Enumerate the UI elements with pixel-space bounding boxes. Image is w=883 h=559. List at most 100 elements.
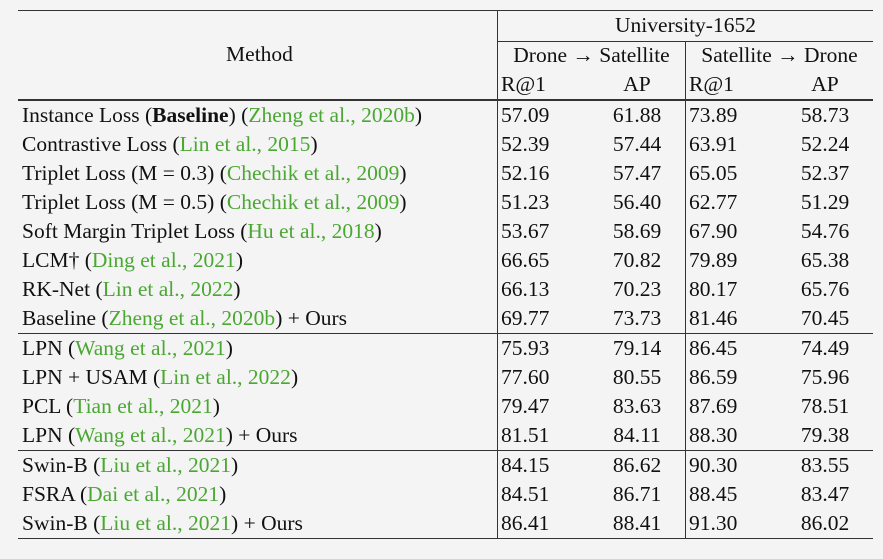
table-row-ours: LPN (Wang et al., 2021) + Ours 81.51 84.…	[18, 421, 873, 451]
value-cell: 80.55	[589, 363, 686, 392]
value-cell: 74.49	[777, 333, 873, 363]
value-cell: 56.40	[589, 188, 686, 217]
method-cell: LPN (Wang et al., 2021) + Ours	[18, 421, 498, 451]
value-cell: 75.96	[800, 364, 850, 389]
value-cell: 86.41	[497, 509, 589, 539]
value-cell: 67.90	[689, 218, 738, 243]
d2s-ap-header: AP	[589, 70, 686, 100]
value-cell: 65.38	[800, 247, 850, 272]
method-cell: FSRA (Dai et al., 2021)	[18, 480, 498, 509]
table-row-ours: Baseline (Zheng et al., 2020b) + Ours 69…	[18, 304, 873, 334]
value-cell: 79.89	[689, 247, 738, 272]
table-row: Triplet Loss (M = 0.3) (Chechik et al., …	[18, 159, 873, 188]
table-row: Triplet Loss (M = 0.5) (Chechik et al., …	[18, 188, 873, 217]
value-cell: 69.77	[501, 305, 550, 330]
citation-link[interactable]: Lin et al., 2022	[160, 364, 291, 389]
method-cell: RK-Net (Lin et al., 2022)	[18, 275, 498, 304]
table-row: LCM† (Ding et al., 2021) 66.65 70.82 79.…	[18, 246, 873, 275]
value-cell: 52.39	[501, 131, 550, 156]
value-cell: 84.15	[497, 450, 589, 480]
value-cell: 80.17	[689, 276, 738, 301]
value-cell: 88.30	[689, 422, 738, 447]
value-cell: 66.13	[501, 276, 550, 301]
d2s-header: Drone → Satellite	[497, 41, 686, 70]
results-table: Method University-1652 Drone → Satellite…	[18, 10, 873, 539]
value-cell: 77.60	[501, 364, 550, 389]
citation-link[interactable]: Liu et al., 2021	[100, 452, 232, 477]
value-cell: 58.69	[589, 217, 686, 246]
value-cell: 70.23	[589, 275, 686, 304]
value-cell: 63.91	[689, 131, 738, 156]
value-cell: 51.23	[501, 189, 550, 214]
value-cell: 62.77	[689, 189, 738, 214]
table-row: Contrastive Loss (Lin et al., 2015) 52.3…	[18, 130, 873, 159]
value-cell: 70.82	[589, 246, 686, 275]
value-cell: 88.41	[589, 509, 686, 539]
value-cell: 86.62	[589, 450, 686, 480]
citation-link[interactable]: Tian et al., 2021	[73, 393, 213, 418]
citation-link[interactable]: Hu et al., 2018	[247, 218, 375, 243]
citation-link[interactable]: Lin et al., 2015	[179, 131, 311, 156]
value-cell: 79.14	[589, 333, 686, 363]
method-cell: Swin-B (Liu et al., 2021) + Ours	[18, 509, 498, 539]
citation-link[interactable]: Dai et al., 2021	[87, 481, 220, 506]
method-cell: LPN + USAM (Lin et al., 2022)	[18, 363, 498, 392]
value-cell: 61.88	[589, 99, 686, 130]
method-cell: Triplet Loss (M = 0.3) (Chechik et al., …	[18, 159, 498, 188]
d2s-r1-header: R@1	[501, 71, 546, 96]
table-row: Soft Margin Triplet Loss (Hu et al., 201…	[18, 217, 873, 246]
value-cell: 88.45	[689, 481, 738, 506]
value-cell: 75.93	[497, 333, 589, 363]
table-row: Swin-B (Liu et al., 2021) 84.15 86.62 90…	[18, 450, 873, 480]
value-cell: 90.30	[685, 450, 777, 480]
citation-link[interactable]: Zheng et al., 2020b	[108, 305, 276, 330]
value-cell: 51.29	[800, 189, 850, 214]
method-cell: Instance Loss (Baseline) (Zheng et al., …	[18, 99, 498, 130]
value-cell: 83.47	[800, 481, 850, 506]
value-cell: 52.16	[501, 160, 550, 185]
value-cell: 78.51	[800, 393, 850, 418]
s2d-ap-header: AP	[811, 71, 839, 96]
value-cell: 83.55	[777, 450, 873, 480]
value-cell: 57.09	[497, 99, 589, 130]
citation-link[interactable]: Zheng et al., 2020b	[248, 102, 415, 127]
citation-link[interactable]: Lin et al., 2022	[102, 276, 234, 301]
table-row: RK-Net (Lin et al., 2022) 66.13 70.23 80…	[18, 275, 873, 304]
dataset-header: University-1652	[497, 10, 873, 42]
citation-link[interactable]: Ding et al., 2021	[91, 247, 236, 272]
table-row: LPN (Wang et al., 2021) 75.93 79.14 86.4…	[18, 333, 873, 363]
value-cell: 73.73	[589, 304, 686, 334]
method-cell: LPN (Wang et al., 2021)	[18, 333, 498, 363]
table-row: FSRA (Dai et al., 2021) 84.51 86.71 88.4…	[18, 480, 873, 509]
value-cell: 57.44	[589, 130, 686, 159]
value-cell: 65.05	[689, 160, 738, 185]
table-row: LPN + USAM (Lin et al., 2022) 77.60 80.5…	[18, 363, 873, 392]
value-cell: 81.46	[689, 305, 738, 330]
method-cell: LCM† (Ding et al., 2021)	[18, 246, 498, 275]
citation-link[interactable]: Chechik et al., 2009	[226, 160, 400, 185]
citation-link[interactable]: Wang et al., 2021	[75, 335, 226, 360]
value-cell: 84.51	[501, 481, 550, 506]
citation-link[interactable]: Liu et al., 2021	[100, 510, 232, 535]
value-cell: 54.76	[800, 218, 850, 243]
value-cell: 57.47	[589, 159, 686, 188]
value-cell: 81.51	[501, 422, 550, 447]
table-row-ours: Swin-B (Liu et al., 2021) + Ours 86.41 8…	[18, 509, 873, 539]
value-cell: 84.11	[589, 421, 686, 451]
value-cell: 86.02	[777, 509, 873, 539]
s2d-r1-header: R@1	[689, 71, 734, 96]
value-cell: 52.24	[800, 131, 850, 156]
s2d-header: Satellite → Drone	[701, 43, 858, 68]
value-cell: 79.47	[501, 393, 550, 418]
value-cell: 86.45	[685, 333, 777, 363]
table-row: PCL (Tian et al., 2021) 79.47 83.63 87.6…	[18, 392, 873, 421]
method-cell: Contrastive Loss (Lin et al., 2015)	[18, 130, 498, 159]
value-cell: 79.38	[800, 422, 850, 447]
method-cell: Triplet Loss (M = 0.5) (Chechik et al., …	[18, 188, 498, 217]
citation-link[interactable]: Wang et al., 2021	[75, 422, 226, 447]
value-cell: 83.63	[589, 392, 686, 421]
citation-link[interactable]: Chechik et al., 2009	[226, 189, 400, 214]
value-cell: 87.69	[689, 393, 738, 418]
value-cell: 86.71	[589, 480, 686, 509]
value-cell: 58.73	[777, 99, 873, 130]
